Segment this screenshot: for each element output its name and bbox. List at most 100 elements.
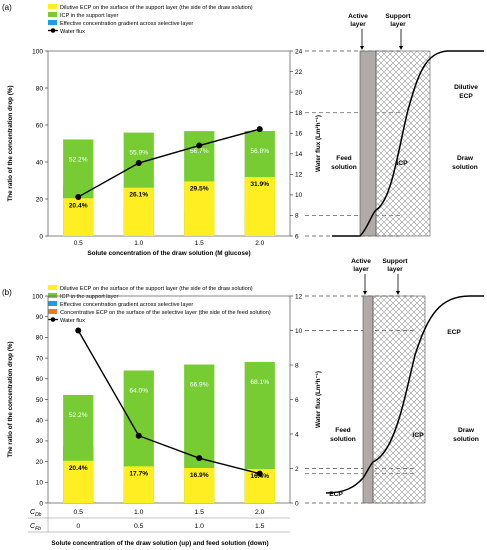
bar-data-label: 55.9% bbox=[129, 150, 148, 157]
y-tick-label: 50 bbox=[36, 397, 44, 404]
legend-swatch bbox=[48, 293, 57, 298]
legend-label: ICP in the support layer bbox=[60, 13, 118, 19]
bar-data-label: 31.9% bbox=[250, 181, 269, 188]
y2-tick-label: 10 bbox=[295, 328, 303, 335]
icp-label: ICP bbox=[396, 160, 408, 167]
legend-label: ICP in the support layer bbox=[60, 294, 118, 300]
active-layer-band bbox=[362, 295, 374, 504]
water-flux-point bbox=[196, 455, 203, 462]
panel-label: (a) bbox=[2, 3, 12, 12]
y2-axis-title: Water flux (Lm²h⁻¹) bbox=[315, 115, 322, 172]
support-layer-arrowhead bbox=[399, 46, 403, 50]
bar-segment bbox=[123, 187, 154, 236]
y2-tick-label: 22 bbox=[295, 69, 303, 76]
y-tick-label: 80 bbox=[36, 85, 44, 92]
y-tick-label: 0 bbox=[39, 233, 43, 240]
y-axis-title: The ratio of the concentration drop (%) bbox=[7, 341, 14, 457]
y2-tick-label: 18 bbox=[295, 110, 303, 117]
ecp-bottom-label: ECP bbox=[329, 491, 343, 498]
table-cell: 0.5 bbox=[74, 509, 84, 516]
bar-segment bbox=[184, 181, 215, 236]
support-layer-label-line-2: layer bbox=[390, 21, 406, 28]
x-axis-title: Solute concentration of the draw solutio… bbox=[51, 540, 268, 547]
bar-data-label: 20.4% bbox=[69, 465, 88, 472]
y2-tick-label: 2 bbox=[295, 466, 299, 473]
water-flux-point bbox=[75, 327, 82, 334]
draw-solution-label-line-2: solution bbox=[452, 164, 478, 171]
y-tick-label: 40 bbox=[36, 418, 44, 425]
y2-tick-label: 24 bbox=[295, 48, 303, 55]
x-axis-title: Solute concentration of the draw solutio… bbox=[87, 250, 250, 257]
y-tick-label: 20 bbox=[36, 459, 44, 466]
bar-segment bbox=[63, 460, 94, 503]
active-layer-label-line-1: Active bbox=[351, 258, 371, 265]
bar-data-label: 17.7% bbox=[129, 470, 148, 477]
y-tick-label: 60 bbox=[36, 122, 44, 129]
bar-segment bbox=[184, 468, 215, 503]
panel-a: (a) Dilutive ECP on the surface of the su… bbox=[2, 3, 484, 257]
y2-tick-label: 10 bbox=[295, 192, 303, 199]
y2-tick-label: 8 bbox=[295, 362, 299, 369]
support-layer-label-line-1: Support bbox=[382, 258, 408, 265]
feed-solution-label-line-1: Feed bbox=[335, 427, 350, 434]
y-tick-label: 10 bbox=[36, 480, 44, 487]
y-tick-label: 40 bbox=[36, 159, 44, 166]
y-tick-label: 20 bbox=[36, 196, 44, 203]
water-flux-point bbox=[256, 126, 263, 133]
bar-data-label: 56.7% bbox=[190, 148, 209, 155]
table-row-label-subscript: Fb bbox=[35, 526, 41, 532]
legend-label: Water flux bbox=[60, 318, 85, 324]
active-layer-arrowhead bbox=[363, 291, 367, 295]
y2-tick-label: 8 bbox=[295, 213, 299, 220]
feed-solution-label-line-1: Feed bbox=[336, 155, 351, 162]
support-layer-arrowhead bbox=[396, 291, 400, 295]
legend-swatch bbox=[48, 12, 57, 17]
table-cell: 0 bbox=[76, 523, 80, 530]
dilutive-ecp-label-line-2: ECP bbox=[459, 93, 473, 100]
legend-line-dot bbox=[50, 317, 56, 322]
y-tick-label: 60 bbox=[36, 376, 44, 383]
bar-data-label: 29.5% bbox=[190, 185, 209, 192]
water-flux-point bbox=[135, 160, 142, 167]
water-flux-point bbox=[196, 142, 203, 149]
water-flux-point bbox=[256, 470, 263, 477]
active-layer-label-line-1: Active bbox=[348, 13, 368, 20]
legend-swatch bbox=[48, 301, 57, 306]
legend-line-dot bbox=[50, 28, 56, 33]
y-tick-label: 0 bbox=[39, 500, 43, 507]
y-tick-label: 30 bbox=[36, 438, 44, 445]
table-cell: 1.0 bbox=[134, 509, 144, 516]
y2-axis-title: Water flux (Lm²h⁻¹) bbox=[315, 371, 322, 428]
feed-solution-label-line-2: solution bbox=[331, 164, 357, 171]
active-layer-band bbox=[359, 50, 377, 237]
plot-frame bbox=[47, 50, 291, 237]
bar-data-label: 16.9% bbox=[190, 472, 209, 479]
panel-b: (b) Dilutive ECP on the surface of the su… bbox=[2, 258, 484, 547]
support-layer-band bbox=[372, 295, 426, 504]
x-tick-label: 0.5 bbox=[74, 240, 83, 247]
draw-solution-label-line-1: Draw bbox=[457, 155, 474, 162]
bar-segment bbox=[123, 466, 154, 503]
water-flux-line bbox=[77, 330, 260, 475]
y2-tick-label: 6 bbox=[295, 233, 299, 240]
table-cell: 1.5 bbox=[195, 509, 205, 516]
bar-data-label: 26.1% bbox=[129, 192, 148, 199]
legend-swatch bbox=[48, 4, 57, 9]
table-row-label-subscript: Db bbox=[35, 512, 42, 518]
y2-tick-label: 6 bbox=[295, 397, 299, 404]
table-row-label: CDb bbox=[30, 509, 42, 518]
table-row-label: CFb bbox=[30, 523, 41, 532]
y2-tick-label: 4 bbox=[295, 431, 299, 438]
y-tick-label: 80 bbox=[36, 335, 44, 342]
legend-label: Effective concentration gradient across … bbox=[60, 302, 193, 308]
legend-label: Concentrative ECP on the surface of the … bbox=[60, 310, 271, 316]
y-tick-label: 90 bbox=[36, 314, 44, 321]
legend-swatch bbox=[48, 285, 57, 290]
concentration-profile-curve bbox=[325, 295, 484, 494]
bar-data-label: 52.2% bbox=[69, 156, 88, 163]
bar-data-label: 66.9% bbox=[190, 382, 209, 389]
draw-solution-label-line-2: solution bbox=[453, 436, 479, 443]
support-layer-label-line-2: layer bbox=[387, 266, 403, 273]
legend-swatch bbox=[48, 309, 57, 314]
water-flux-point bbox=[135, 432, 142, 439]
